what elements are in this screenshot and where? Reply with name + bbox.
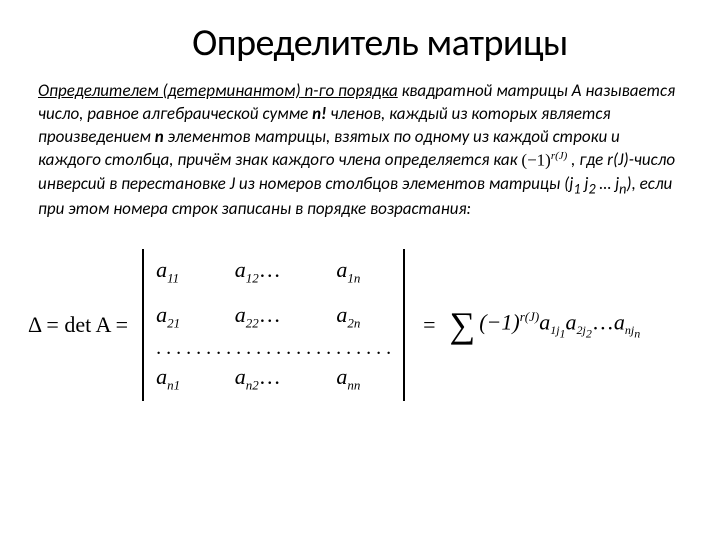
matrix-grid: a11 a12… a1n a21 a22… a2n . . . . . . . …	[152, 249, 395, 401]
cell-a2n: a2n	[336, 302, 391, 331]
inline-sign-formula: (−1)r(J)	[521, 149, 567, 173]
vbar-right	[403, 249, 405, 401]
cell-a12: a12…	[235, 257, 313, 286]
sum-terms: (−1)r(J)a1j1a2j2…anjn	[479, 309, 640, 342]
cell-a22: a22…	[235, 302, 313, 331]
term-determinant: Определителем (детерминантом)	[38, 80, 301, 101]
sigma-icon: ∑	[450, 304, 476, 346]
determinant-formula: Δ = det A = a11 a12… a1n a21 a22… a2n . …	[28, 249, 682, 401]
sum-expression: ∑ (−1)r(J)a1j1a2j2…anjn	[446, 304, 641, 346]
cell-an1: an1	[156, 364, 211, 393]
equals: =	[423, 312, 435, 338]
term-order: n-го порядка	[301, 80, 398, 101]
n-bold: n	[155, 126, 164, 147]
cell-a1n: a1n	[336, 257, 391, 286]
cell-a21: a21	[156, 302, 211, 331]
delta-label: Δ = det A =	[28, 312, 128, 338]
page-title: Определитель матрицы	[78, 20, 682, 66]
sub-j2: 2	[588, 180, 595, 197]
definition-paragraph: Определителем (детерминантом) n-го поряд…	[38, 80, 682, 221]
vertical-dots: . . . . . . . . . . . . . . . . . . . . …	[156, 346, 391, 350]
cell-an2: an2…	[235, 364, 313, 393]
cell-ann: ann	[336, 364, 391, 393]
text-6: … j	[596, 173, 619, 194]
sub-j1: 1	[573, 180, 580, 197]
cell-a11: a11	[156, 257, 211, 286]
n-factorial: n!	[312, 103, 327, 124]
matrix-determinant: a11 a12… a1n a21 a22… a2n . . . . . . . …	[134, 249, 413, 401]
vbar-left	[142, 249, 144, 401]
